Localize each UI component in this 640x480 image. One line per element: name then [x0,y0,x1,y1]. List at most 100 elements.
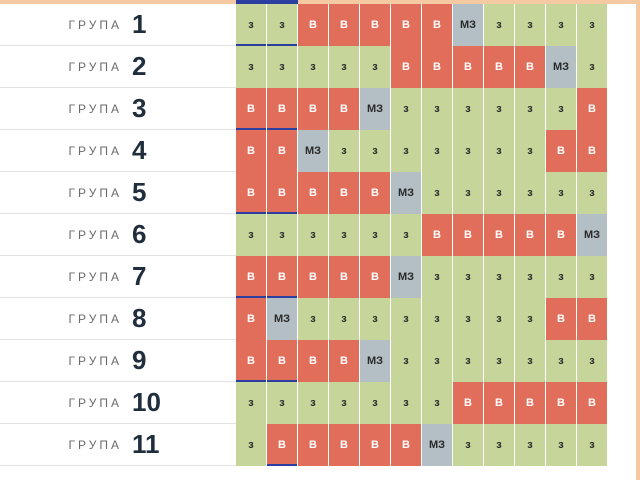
shift-cell[interactable]: з [484,256,515,298]
shift-cell[interactable]: В [298,340,329,382]
shift-cell[interactable]: МЗ [577,214,608,256]
shift-cell[interactable]: В [329,424,360,466]
shift-cell[interactable]: В [236,130,267,172]
shift-cell[interactable]: з [484,172,515,214]
shift-cell[interactable]: В [329,256,360,298]
shift-cell[interactable]: з [329,382,360,424]
shift-cell[interactable]: з [515,256,546,298]
shift-cell[interactable]: з [391,298,422,340]
shift-cell[interactable]: В [298,424,329,466]
shift-cell[interactable]: з [360,214,391,256]
shift-cell[interactable]: з [329,214,360,256]
shift-cell[interactable]: В [236,256,267,298]
shift-cell[interactable]: з [577,46,608,88]
shift-cell[interactable]: з [422,340,453,382]
shift-cell[interactable]: В [391,424,422,466]
shift-cell[interactable]: В [360,4,391,46]
shift-cell[interactable]: з [422,382,453,424]
shift-cell[interactable]: з [236,4,267,46]
shift-cell[interactable]: з [484,88,515,130]
shift-cell[interactable]: В [298,256,329,298]
shift-cell[interactable]: В [484,214,515,256]
shift-cell[interactable]: В [298,4,329,46]
shift-cell[interactable]: В [577,382,608,424]
shift-cell[interactable]: з [546,424,577,466]
shift-cell[interactable]: з [453,298,484,340]
shift-cell[interactable]: з [546,4,577,46]
shift-cell[interactable]: МЗ [546,46,577,88]
shift-cell[interactable]: з [391,214,422,256]
shift-cell[interactable]: з [546,88,577,130]
shift-cell[interactable]: В [546,382,577,424]
shift-cell[interactable]: В [422,4,453,46]
shift-cell[interactable]: В [360,424,391,466]
shift-cell[interactable]: В [236,298,267,340]
shift-cell[interactable]: В [515,382,546,424]
shift-cell[interactable]: МЗ [422,424,453,466]
shift-cell[interactable]: В [267,130,298,172]
shift-cell[interactable]: з [236,214,267,256]
shift-cell[interactable]: В [577,298,608,340]
shift-cell[interactable]: з [577,340,608,382]
shift-cell[interactable]: з [391,382,422,424]
shift-cell[interactable]: В [422,214,453,256]
shift-cell[interactable]: з [267,46,298,88]
shift-cell[interactable]: В [298,88,329,130]
shift-cell[interactable]: з [236,424,267,466]
shift-cell[interactable]: з [546,340,577,382]
shift-cell[interactable]: В [236,340,267,382]
shift-cell[interactable]: з [515,340,546,382]
shift-cell[interactable]: з [515,298,546,340]
shift-cell[interactable]: В [391,46,422,88]
shift-cell[interactable]: В [577,130,608,172]
shift-cell[interactable]: з [515,130,546,172]
shift-cell[interactable]: В [453,382,484,424]
shift-cell[interactable]: В [546,130,577,172]
shift-cell[interactable]: з [267,4,298,46]
shift-cell[interactable]: з [422,172,453,214]
shift-cell[interactable]: з [267,214,298,256]
shift-cell[interactable]: МЗ [391,172,422,214]
shift-cell[interactable]: МЗ [298,130,329,172]
shift-cell[interactable]: В [484,46,515,88]
shift-cell[interactable]: В [360,256,391,298]
shift-cell[interactable]: з [329,130,360,172]
shift-cell[interactable]: В [329,4,360,46]
shift-cell[interactable]: МЗ [360,340,391,382]
shift-cell[interactable]: з [484,298,515,340]
shift-cell[interactable]: МЗ [453,4,484,46]
shift-cell[interactable]: з [236,46,267,88]
shift-cell[interactable]: з [422,298,453,340]
shift-cell[interactable]: В [453,214,484,256]
shift-cell[interactable]: МЗ [267,298,298,340]
shift-cell[interactable]: В [267,340,298,382]
shift-cell[interactable]: з [360,46,391,88]
shift-cell[interactable]: з [391,130,422,172]
shift-cell[interactable]: з [298,214,329,256]
shift-cell[interactable]: з [546,172,577,214]
shift-cell[interactable]: В [267,256,298,298]
shift-cell[interactable]: з [391,88,422,130]
shift-cell[interactable]: з [298,46,329,88]
shift-cell[interactable]: з [515,88,546,130]
shift-cell[interactable]: з [577,4,608,46]
shift-cell[interactable]: з [515,172,546,214]
shift-cell[interactable]: МЗ [360,88,391,130]
shift-cell[interactable]: В [236,88,267,130]
shift-cell[interactable]: В [267,172,298,214]
shift-cell[interactable]: В [453,46,484,88]
shift-cell[interactable]: з [546,256,577,298]
shift-cell[interactable]: В [329,340,360,382]
shift-cell[interactable]: з [453,172,484,214]
shift-cell[interactable]: В [391,4,422,46]
shift-cell[interactable]: з [422,130,453,172]
shift-cell[interactable]: МЗ [391,256,422,298]
shift-cell[interactable]: В [577,88,608,130]
shift-cell[interactable]: В [515,214,546,256]
shift-cell[interactable]: з [453,340,484,382]
shift-cell[interactable]: з [360,130,391,172]
shift-cell[interactable]: з [422,256,453,298]
shift-cell[interactable]: з [453,88,484,130]
shift-cell[interactable]: з [484,340,515,382]
shift-cell[interactable]: В [422,46,453,88]
